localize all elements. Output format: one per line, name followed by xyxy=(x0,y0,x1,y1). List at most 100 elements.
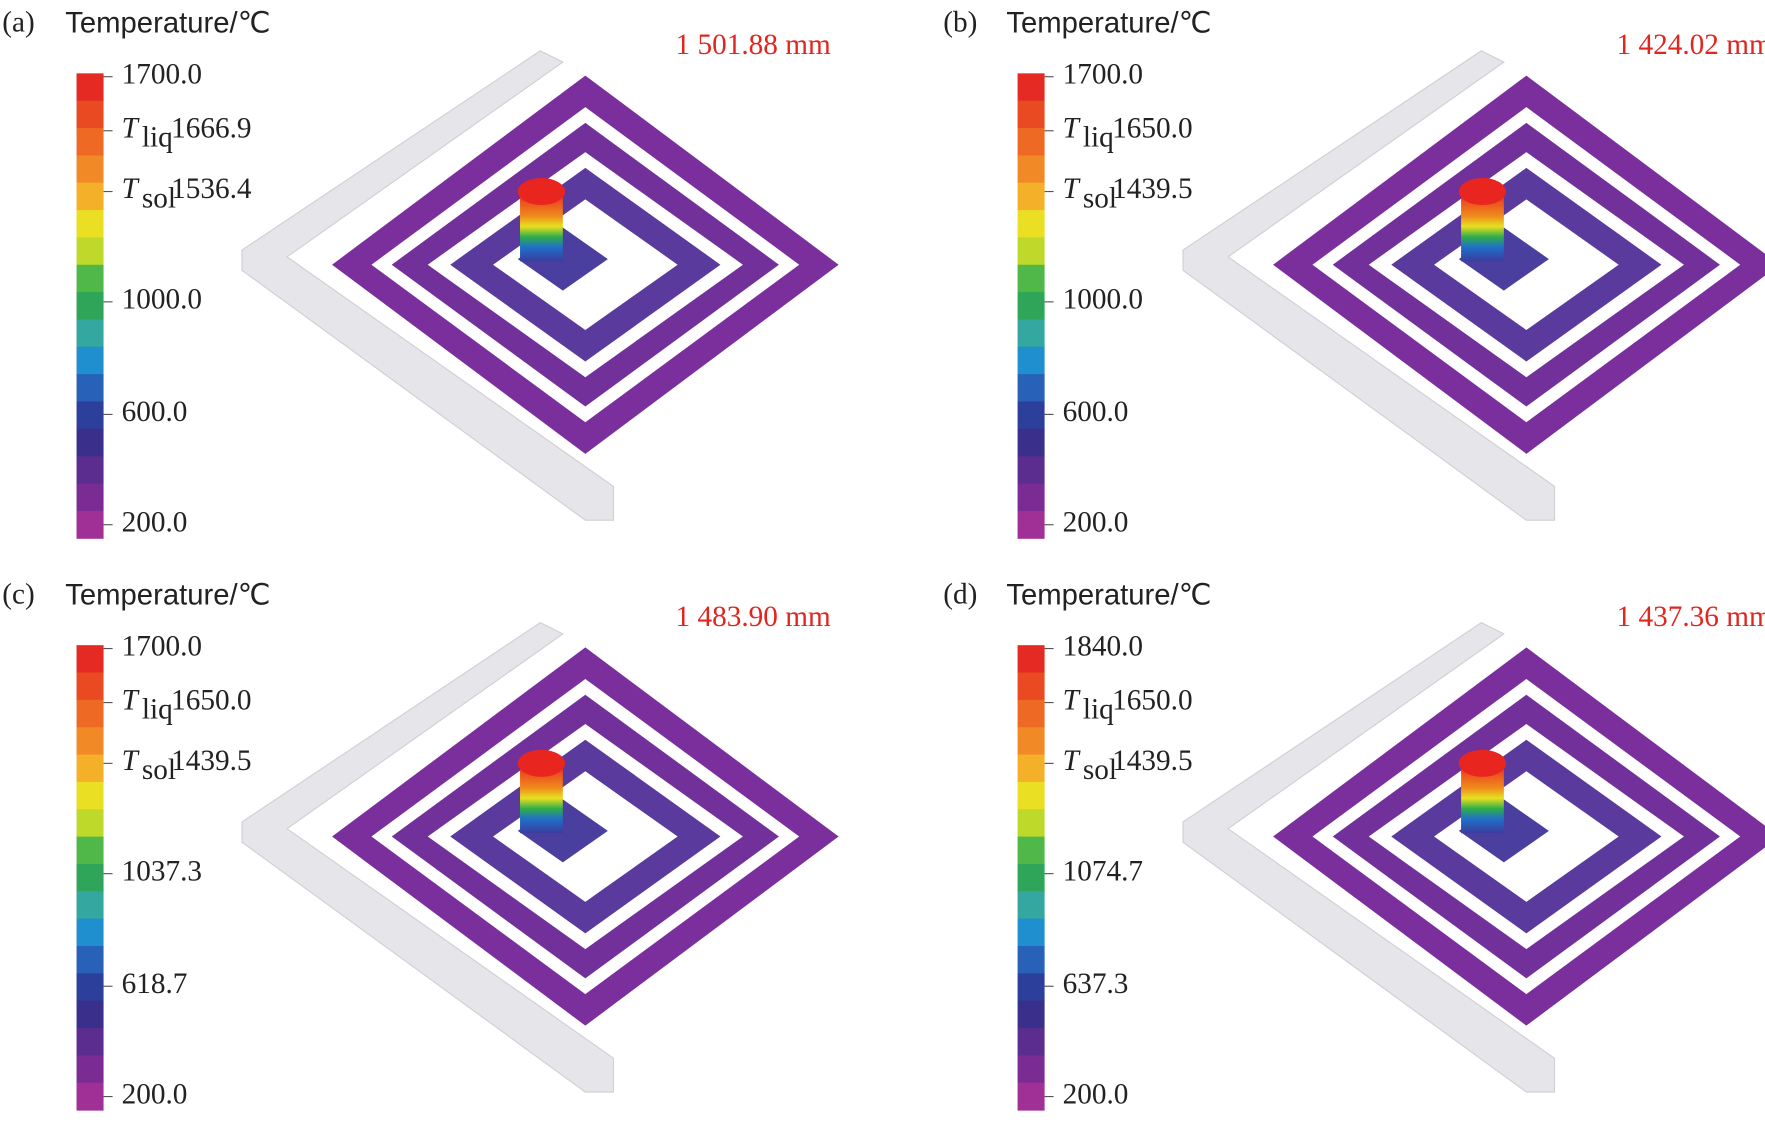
colorbar-band xyxy=(1017,182,1045,211)
colorbar-band xyxy=(1017,836,1045,865)
panel: (d) Temperature/℃ 1 437.36 mm 1840.0 T liq165… xyxy=(943,578,1765,1111)
scale-subscript: liq xyxy=(1083,121,1114,153)
colorbar-band xyxy=(76,346,104,375)
colorbar-band xyxy=(1017,973,1045,1002)
colorbar-band xyxy=(76,510,104,539)
colorbar-band xyxy=(1017,672,1045,701)
colorbar-band xyxy=(1017,100,1045,129)
scale-value: 200.0 xyxy=(122,506,188,538)
colorbar-band xyxy=(1017,210,1045,238)
scale-symbol: T xyxy=(122,684,140,716)
scale-value: 1700.0 xyxy=(122,630,202,662)
colorbar-band xyxy=(1017,1028,1045,1056)
scale-subscript: sol xyxy=(142,182,176,214)
legend-title: Temperature/℃ xyxy=(1006,8,1211,40)
panel-label: (d) xyxy=(943,578,977,610)
scale-value: 1037.3 xyxy=(122,855,202,887)
colorbar-band xyxy=(1017,754,1045,783)
scale-value: 1536.4 xyxy=(171,173,252,205)
nozzle-top xyxy=(517,749,566,777)
scale-symbol: T xyxy=(1063,112,1081,144)
colorbar-band xyxy=(76,483,104,512)
scale-value: 1650.0 xyxy=(1112,112,1192,144)
colorbar-band xyxy=(76,973,104,1002)
colorbar-band xyxy=(76,428,104,457)
panel-label: (b) xyxy=(943,7,977,39)
colorbar-band xyxy=(76,73,104,102)
colorbar-band xyxy=(76,264,104,293)
scale-value: 1439.5 xyxy=(171,745,251,777)
colorbar-band xyxy=(1017,319,1045,348)
scale-symbol: T xyxy=(122,745,140,777)
colorbar-band xyxy=(1017,155,1045,184)
legend-title: Temperature/℃ xyxy=(65,8,270,40)
colorbar-band xyxy=(1017,128,1045,156)
colorbar-band xyxy=(76,210,104,238)
scale-value: 1439.5 xyxy=(1112,745,1192,777)
colorbar-band xyxy=(1017,918,1045,947)
nozzle-top xyxy=(517,178,566,206)
colorbar-band xyxy=(1017,1000,1045,1029)
colorbar-band xyxy=(1017,374,1045,403)
colorbar-band xyxy=(1017,264,1045,293)
scale-subscript: liq xyxy=(142,121,173,153)
colorbar-band xyxy=(76,292,104,321)
scale-subscript: sol xyxy=(1083,754,1117,786)
colorbar-band xyxy=(76,918,104,947)
colorbar-band xyxy=(76,401,104,430)
nozzle-top xyxy=(1458,749,1507,777)
colorbar-band xyxy=(1017,727,1045,756)
scale-value: 200.0 xyxy=(122,1078,188,1110)
colorbar-band xyxy=(76,809,104,838)
scale-value: 1000.0 xyxy=(122,284,202,316)
panel-label: (a) xyxy=(2,7,34,39)
colorbar-band xyxy=(1017,346,1045,375)
substrate-beam xyxy=(1182,622,1556,1093)
scale-value: 1439.5 xyxy=(1112,173,1192,205)
scale-value: 1074.7 xyxy=(1063,855,1143,887)
colorbar-band xyxy=(1017,863,1045,892)
scale-value: 1000.0 xyxy=(1063,284,1143,316)
colorbar-band xyxy=(1017,945,1045,974)
colorbar-band xyxy=(1017,891,1045,920)
colorbar-band xyxy=(1017,510,1045,539)
scale-symbol: T xyxy=(122,112,140,144)
legend-title: Temperature/℃ xyxy=(1006,580,1211,612)
colorbar-band xyxy=(1017,292,1045,321)
colorbar-band xyxy=(76,781,104,810)
scale-value: 200.0 xyxy=(1063,1078,1129,1110)
scale-symbol: T xyxy=(1063,684,1081,716)
legend-title: Temperature/℃ xyxy=(65,580,270,612)
colorbar-band xyxy=(1017,809,1045,838)
scale-value: 1700.0 xyxy=(122,58,202,90)
scale-subscript: sol xyxy=(1083,182,1117,214)
scale-symbol: T xyxy=(1063,173,1081,205)
colorbar-band xyxy=(76,891,104,920)
colorbar-band xyxy=(76,836,104,865)
colorbar-band xyxy=(76,754,104,783)
colorbar-band xyxy=(1017,1055,1045,1084)
scale-value: 1700.0 xyxy=(1063,58,1143,90)
colorbar-band xyxy=(1017,428,1045,457)
colorbar-band xyxy=(76,1028,104,1056)
colorbar-band xyxy=(76,699,104,728)
colorbar-band xyxy=(76,1055,104,1084)
scale-value: 1666.9 xyxy=(171,112,251,144)
colorbar-band xyxy=(76,319,104,348)
scale-symbol: T xyxy=(122,173,140,205)
colorbar-band xyxy=(76,863,104,892)
colorbar-band xyxy=(1017,73,1045,102)
colorbar-band xyxy=(1017,237,1045,266)
panel: (a) Temperature/℃ 1 501.88 mm 1700.0 T liq166… xyxy=(2,7,839,539)
colorbar-band xyxy=(76,456,104,485)
colorbar-band xyxy=(1017,645,1045,674)
colorbar-band xyxy=(76,128,104,156)
scale-subscript: liq xyxy=(142,693,173,725)
substrate-beam xyxy=(1182,50,1556,521)
panel: (b) Temperature/℃ 1 424.02 mm 1700.0 T liq165… xyxy=(943,7,1765,539)
colorbar-band xyxy=(76,155,104,184)
scale-value: 600.0 xyxy=(1063,396,1129,428)
substrate-beam xyxy=(241,622,615,1093)
nozzle-top xyxy=(1458,178,1507,206)
